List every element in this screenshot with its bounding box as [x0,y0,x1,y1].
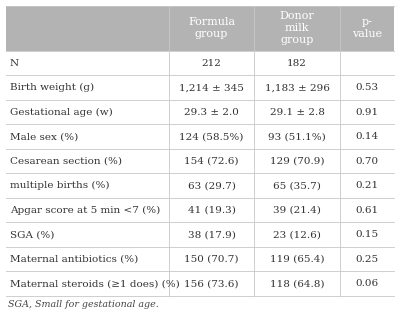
Text: 29.1 ± 2.8: 29.1 ± 2.8 [270,108,324,117]
Text: 119 (65.4): 119 (65.4) [270,255,324,264]
Text: SGA (%): SGA (%) [10,230,54,239]
Text: 182: 182 [287,59,307,68]
Text: 0.91: 0.91 [355,108,378,117]
Text: 23 (12.6): 23 (12.6) [273,230,321,239]
Text: Male sex (%): Male sex (%) [10,132,78,141]
Text: 65 (35.7): 65 (35.7) [273,181,321,190]
Text: SGA, Small for gestational age.: SGA, Small for gestational age. [8,300,159,309]
Bar [6,149,394,174]
Text: 150 (70.7): 150 (70.7) [184,255,239,264]
Text: 0.15: 0.15 [355,230,378,239]
Text: Birth weight (g): Birth weight (g) [10,83,94,92]
Text: Maternal steroids (≥1 does) (%): Maternal steroids (≥1 does) (%) [10,279,180,288]
Text: 0.70: 0.70 [355,157,378,166]
Text: p-
value: p- value [352,17,382,39]
Bar [6,51,394,75]
Text: N: N [10,59,19,68]
Text: 0.14: 0.14 [355,132,378,141]
Text: Formula
group: Formula group [188,17,235,39]
Text: Cesarean section (%): Cesarean section (%) [10,157,122,166]
Text: 93 (51.1%): 93 (51.1%) [268,132,326,141]
Text: Gestational age (w): Gestational age (w) [10,108,113,117]
Text: 0.61: 0.61 [355,206,378,215]
Bar [6,174,394,198]
Text: multiple births (%): multiple births (%) [10,181,110,190]
Text: 156 (73.6): 156 (73.6) [184,279,239,288]
Text: 124 (58.5%): 124 (58.5%) [180,132,244,141]
Bar [6,222,394,247]
Bar [6,75,394,100]
Bar [6,198,394,222]
Text: Donor
milk
group: Donor milk group [280,11,314,46]
Text: 39 (21.4): 39 (21.4) [273,206,321,215]
Bar [6,124,394,149]
Bar [6,272,394,296]
Text: 118 (64.8): 118 (64.8) [270,279,324,288]
Text: 0.21: 0.21 [355,181,378,190]
Bar [6,100,394,124]
Text: Maternal antibiotics (%): Maternal antibiotics (%) [10,255,138,264]
Text: 41 (19.3): 41 (19.3) [188,206,236,215]
Bar [6,247,394,272]
Text: 154 (72.6): 154 (72.6) [184,157,239,166]
Text: 29.3 ± 2.0: 29.3 ± 2.0 [184,108,239,117]
Text: 0.25: 0.25 [355,255,378,264]
Text: 38 (17.9): 38 (17.9) [188,230,236,239]
Text: 63 (29.7): 63 (29.7) [188,181,236,190]
Text: 129 (70.9): 129 (70.9) [270,157,324,166]
Text: 212: 212 [202,59,222,68]
Text: 1,214 ± 345: 1,214 ± 345 [179,83,244,92]
Text: 0.53: 0.53 [355,83,378,92]
Bar [6,6,394,51]
Text: 0.06: 0.06 [355,279,378,288]
Text: Apgar score at 5 min <7 (%): Apgar score at 5 min <7 (%) [10,206,160,215]
Text: 1,183 ± 296: 1,183 ± 296 [264,83,330,92]
